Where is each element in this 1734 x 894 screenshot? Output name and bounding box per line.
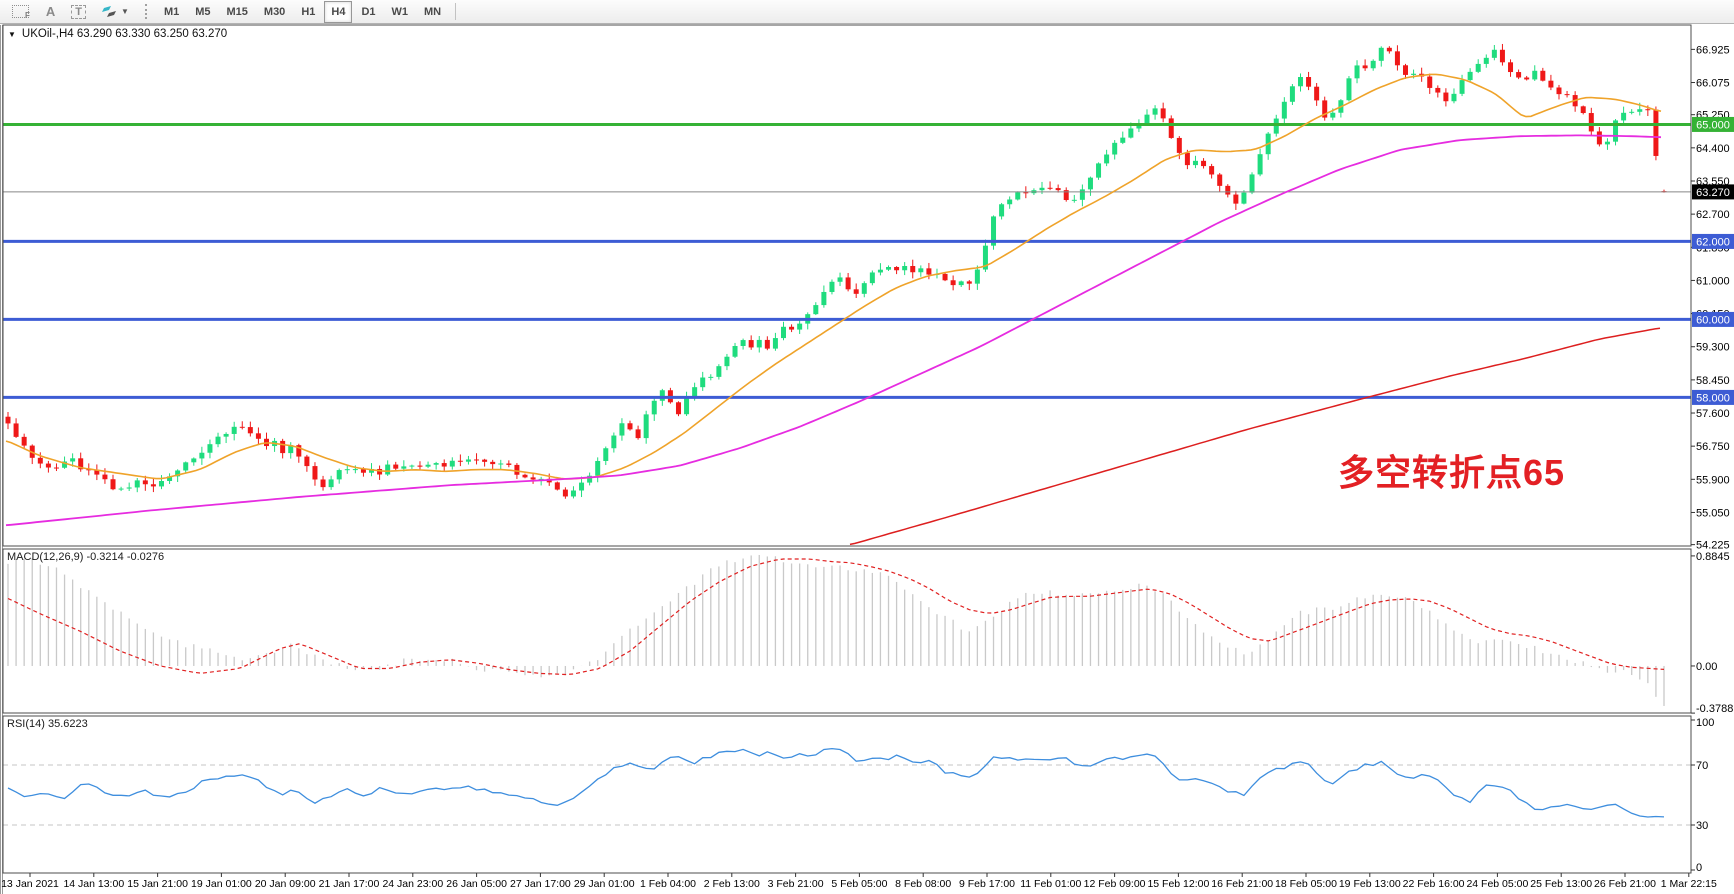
svg-text:26 Jan 05:00: 26 Jan 05:00 <box>446 878 507 890</box>
svg-text:0: 0 <box>1696 862 1702 874</box>
macd-signal-line <box>7 558 1665 676</box>
svg-text:25 Feb 13:00: 25 Feb 13:00 <box>1530 878 1592 890</box>
crosshair-grid-icon[interactable]: F <box>5 1 37 23</box>
svg-text:66.925: 66.925 <box>1696 44 1730 56</box>
timeframe-button-m1[interactable]: M1 <box>163 5 180 18</box>
svg-text:57.600: 57.600 <box>1696 408 1730 420</box>
timeframe-button-m15[interactable]: M15 <box>226 5 248 18</box>
svg-text:8 Feb 08:00: 8 Feb 08:00 <box>895 878 951 890</box>
toolbar-drag-handle[interactable] <box>144 4 150 19</box>
svg-text:56.750: 56.750 <box>1696 441 1730 453</box>
grid-glyph <box>12 5 29 18</box>
svg-text:5 Feb 05:00: 5 Feb 05:00 <box>831 878 887 890</box>
rsi-line <box>7 747 1665 818</box>
svg-text:60.000: 60.000 <box>1696 314 1730 326</box>
svg-text:13 Jan 2021: 13 Jan 2021 <box>1 878 59 890</box>
text-box-icon[interactable]: T <box>64 1 93 23</box>
svg-text:59.300: 59.300 <box>1696 342 1730 354</box>
ma-mid-magenta[interactable] <box>5 134 1662 527</box>
svg-text:58.450: 58.450 <box>1696 375 1730 387</box>
rsi-pane[interactable] <box>3 747 1691 826</box>
grid-f-label: F <box>25 11 30 20</box>
svg-text:20 Jan 09:00: 20 Jan 09:00 <box>255 878 316 890</box>
toolbar-separator <box>455 3 457 20</box>
svg-text:58.000: 58.000 <box>1696 392 1730 404</box>
svg-text:70: 70 <box>1696 760 1708 772</box>
svg-text:30: 30 <box>1696 820 1708 832</box>
svg-text:1 Feb 04:00: 1 Feb 04:00 <box>640 878 696 890</box>
timeframe-button-h4[interactable]: H4 <box>324 0 353 23</box>
svg-text:24 Jan 23:00: 24 Jan 23:00 <box>382 878 443 890</box>
svg-text:12 Feb 09:00: 12 Feb 09:00 <box>1084 878 1146 890</box>
svg-text:26 Feb 21:00: 26 Feb 21:00 <box>1594 878 1656 890</box>
toolbar: F A T ▼ M1 M5 M15 M30 H1 H4 D1 W1 MN <box>0 0 1734 24</box>
svg-text:9 Feb 17:00: 9 Feb 17:00 <box>959 878 1015 890</box>
time-axis[interactable]: 13 Jan 2021 14 Jan 13:00 15 Jan 21:00 19 Ja… <box>1 873 1717 890</box>
svg-text:11 Feb 01:00: 11 Feb 01:00 <box>1020 878 1081 890</box>
svg-text:19 Feb 13:00: 19 Feb 13:00 <box>1339 878 1401 890</box>
svg-text:66.075: 66.075 <box>1696 78 1730 90</box>
svg-text:19 Jan 01:00: 19 Jan 01:00 <box>191 878 252 890</box>
svg-text:15 Jan 21:00: 15 Jan 21:00 <box>127 878 188 890</box>
svg-text:62.000: 62.000 <box>1696 236 1730 248</box>
text-a-icon[interactable]: A <box>45 4 56 19</box>
svg-text:0.8845: 0.8845 <box>1696 551 1730 563</box>
svg-text:2 Feb 13:00: 2 Feb 13:00 <box>704 878 760 890</box>
main-chart-pane[interactable] <box>3 43 1691 546</box>
timeframe-button-m5[interactable]: M5 <box>195 5 211 18</box>
svg-text:0.00: 0.00 <box>1696 661 1717 673</box>
shapes-tool-icon[interactable]: ▼ <box>95 1 136 23</box>
svg-text:-0.3788: -0.3788 <box>1696 703 1733 715</box>
svg-text:64.400: 64.400 <box>1696 143 1730 155</box>
svg-text:61.000: 61.000 <box>1696 275 1730 287</box>
svg-text:62.700: 62.700 <box>1696 209 1730 221</box>
candlestick-series <box>5 43 1667 499</box>
svg-text:18 Feb 05:00: 18 Feb 05:00 <box>1275 878 1337 890</box>
timeframe-button-group: M1 M5 M15 M30 H1 H4 D1 W1 MN <box>156 0 449 23</box>
ma-slow-red[interactable] <box>849 327 1661 546</box>
macd-pane[interactable] <box>7 554 1665 706</box>
window-edge-line <box>0 25 1 894</box>
dropdown-caret-icon: ▼ <box>121 7 129 16</box>
timeframe-button-w1[interactable]: W1 <box>391 5 409 18</box>
svg-text:15 Feb 12:00: 15 Feb 12:00 <box>1147 878 1209 890</box>
svg-text:54.225: 54.225 <box>1696 540 1730 552</box>
ma-fast-orange[interactable] <box>5 73 1662 480</box>
svg-text:21 Jan 17:00: 21 Jan 17:00 <box>319 878 380 890</box>
svg-text:27 Jan 17:00: 27 Jan 17:00 <box>510 878 571 890</box>
svg-text:22 Feb 16:00: 22 Feb 16:00 <box>1403 878 1465 890</box>
svg-text:65.000: 65.000 <box>1696 119 1730 131</box>
svg-text:24 Feb 05:00: 24 Feb 05:00 <box>1466 878 1528 890</box>
svg-text:16 Feb 21:00: 16 Feb 21:00 <box>1211 878 1273 890</box>
shapes-glyph <box>102 6 117 17</box>
svg-text:55.050: 55.050 <box>1696 507 1730 519</box>
timeframe-button-mn[interactable]: MN <box>424 5 442 18</box>
svg-text:3 Feb 21:00: 3 Feb 21:00 <box>768 878 824 890</box>
svg-text:55.900: 55.900 <box>1696 474 1730 486</box>
svg-text:63.270: 63.270 <box>1696 187 1730 199</box>
svg-text:29 Jan 01:00: 29 Jan 01:00 <box>574 878 635 890</box>
timeframe-button-d1[interactable]: D1 <box>361 5 376 18</box>
svg-text:14 Jan 13:00: 14 Jan 13:00 <box>63 878 124 890</box>
svg-text:100: 100 <box>1696 717 1714 729</box>
svg-text:1 Mar 22:15: 1 Mar 22:15 <box>1661 878 1717 890</box>
timeframe-button-h1[interactable]: H1 <box>301 5 316 18</box>
timeframe-button-m30[interactable]: M30 <box>263 5 286 18</box>
price-axis[interactable]: 66.92566.07565.25064.40063.55062.70061.8… <box>1691 44 1734 874</box>
